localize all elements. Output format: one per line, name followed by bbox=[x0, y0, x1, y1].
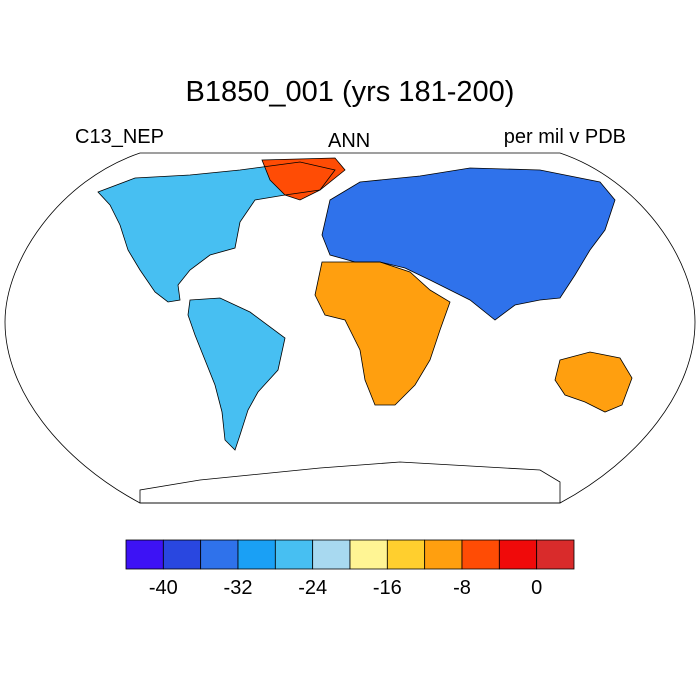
south-america-fill bbox=[188, 298, 285, 450]
colorbar-box bbox=[200, 539, 239, 570]
australia-fill bbox=[555, 352, 632, 412]
map-border bbox=[4, 152, 696, 504]
colorbar-tick-label: -16 bbox=[373, 577, 402, 599]
africa-fill bbox=[315, 262, 450, 405]
colorbar-tick-label: -8 bbox=[453, 577, 471, 599]
colorbar-box bbox=[312, 539, 351, 570]
plot-title: B1850_001 (yrs 181-200) bbox=[185, 76, 515, 108]
colorbar-box bbox=[498, 539, 538, 570]
colorbar-tick-label: -40 bbox=[149, 577, 178, 599]
europe-asia-fill bbox=[322, 168, 615, 320]
colorbar-tick-label: 0 bbox=[531, 577, 542, 599]
colorbar-box bbox=[237, 539, 276, 570]
units-label: per mil v PDB bbox=[503, 126, 626, 148]
coastline-layer bbox=[97, 157, 633, 504]
greenland-coastline bbox=[261, 157, 346, 201]
colorbar-box bbox=[536, 539, 575, 570]
africa-coastline bbox=[314, 261, 451, 406]
colorbar-box bbox=[386, 539, 426, 570]
antarctica-fill bbox=[140, 462, 560, 503]
colorbar-box bbox=[461, 539, 500, 570]
colorbar-box bbox=[125, 539, 164, 570]
colorbar-box bbox=[424, 539, 463, 570]
season-label: ANN bbox=[328, 130, 371, 152]
australia-coastline bbox=[554, 351, 633, 413]
colorbar-box bbox=[162, 539, 202, 570]
colorbar-tick-label: -24 bbox=[298, 577, 327, 599]
variable-label: C13_NEP bbox=[75, 126, 164, 148]
colorbar-box bbox=[274, 539, 314, 570]
colorbar-tick-label: -32 bbox=[224, 577, 253, 599]
land-fill-layer bbox=[98, 158, 632, 503]
antarctica-coastline bbox=[139, 461, 561, 504]
south-america-coastline bbox=[187, 297, 286, 451]
colorbar-box bbox=[349, 539, 388, 570]
north-america-fill bbox=[98, 162, 335, 302]
greenland-fill bbox=[262, 158, 345, 200]
north-america-coastline bbox=[97, 161, 336, 303]
